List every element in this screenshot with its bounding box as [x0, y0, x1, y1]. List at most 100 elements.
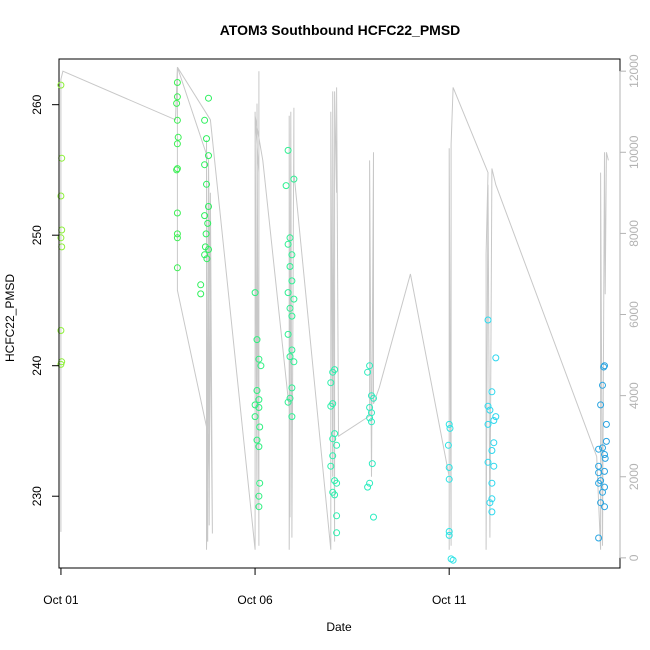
- data-point: [286, 234, 294, 242]
- data-point: [601, 467, 608, 475]
- data-point: [255, 503, 263, 511]
- data-point: [490, 417, 498, 424]
- data-point: [205, 246, 212, 253]
- data-point: [490, 462, 498, 470]
- data-point: [447, 555, 455, 563]
- data-point: [173, 264, 181, 272]
- data-point: [251, 413, 259, 421]
- data-point: [58, 226, 66, 234]
- data-point: [484, 420, 492, 428]
- data-point: [201, 212, 209, 220]
- data-point: [445, 528, 453, 535]
- data-point: [288, 346, 296, 354]
- data-point: [366, 362, 374, 370]
- data-point: [601, 503, 608, 511]
- data-point: [327, 402, 335, 410]
- data-point: [327, 462, 335, 470]
- data-point: [370, 394, 377, 402]
- y2-tick-label: 4000: [627, 382, 641, 409]
- data-point: [288, 384, 296, 392]
- data-point: [255, 492, 263, 500]
- data-point: [253, 336, 261, 344]
- chart-title: ATOM3 Southbound HCFC22_PMSD: [220, 22, 461, 38]
- data-point: [602, 420, 610, 428]
- data-point: [284, 289, 292, 297]
- data-point: [284, 330, 292, 338]
- data-point: [288, 413, 296, 421]
- data-point: [370, 513, 377, 521]
- data-point: [286, 263, 294, 270]
- data-point: [173, 116, 181, 124]
- data-point: [331, 366, 339, 374]
- data-point: [595, 445, 603, 453]
- y2-tick-label: 2000: [627, 463, 641, 490]
- data-point: [197, 290, 205, 298]
- data-point: [201, 116, 209, 124]
- data-point: [488, 388, 496, 396]
- y2-tick-label: 12000: [627, 54, 641, 88]
- data-point: [288, 277, 296, 285]
- data-point: [601, 451, 608, 458]
- data-point: [492, 354, 500, 362]
- data-point: [57, 192, 65, 200]
- data-point: [58, 243, 66, 251]
- y-tick-label: 250: [30, 225, 44, 245]
- data-point: [256, 479, 264, 487]
- data-point: [486, 499, 494, 507]
- y-tick-label: 260: [30, 94, 44, 114]
- data-point: [203, 180, 210, 188]
- data-point: [256, 423, 264, 431]
- data-point: [333, 512, 341, 520]
- data-point: [204, 219, 212, 227]
- data-point: [327, 379, 335, 387]
- data-point: [488, 479, 496, 487]
- data-point: [449, 556, 457, 564]
- data-point: [446, 424, 454, 432]
- data-point: [368, 418, 375, 426]
- data-point: [488, 447, 496, 454]
- data-point: [486, 406, 494, 414]
- data-point: [595, 534, 603, 542]
- data-point: [284, 398, 292, 406]
- data-point: [255, 443, 263, 451]
- y2-tick-label: 8000: [627, 220, 641, 247]
- data-point: [57, 234, 65, 242]
- data-point: [368, 460, 376, 468]
- altitude-line-group: [60, 66, 609, 550]
- y-axis-left: 230 240 250 260: [30, 94, 60, 506]
- data-point: [257, 362, 265, 370]
- data-point: [488, 508, 496, 516]
- data-point: [205, 203, 212, 210]
- data-point: [484, 402, 492, 410]
- points-group: [57, 79, 610, 564]
- data-point: [174, 133, 182, 141]
- data-point: [205, 152, 212, 160]
- data-point: [599, 488, 606, 496]
- data-point: [445, 420, 453, 428]
- data-point: [173, 165, 181, 173]
- data-point: [253, 387, 261, 394]
- y-axis-right: 0 2000 4000 6000 8000 10000 12000: [619, 54, 641, 561]
- data-point: [173, 234, 181, 242]
- data-point: [286, 394, 294, 402]
- data-point: [366, 479, 374, 487]
- data-point: [333, 529, 341, 537]
- data-point: [173, 93, 181, 101]
- y2-tick-label: 10000: [627, 135, 641, 169]
- x-axis: Oct 01 Oct 06 Oct 11: [43, 567, 467, 607]
- data-point: [197, 281, 205, 289]
- data-point: [364, 368, 372, 376]
- data-point: [600, 363, 608, 371]
- data-point: [173, 140, 181, 148]
- x-tick-label: Oct 11: [432, 593, 467, 607]
- data-point: [329, 435, 337, 443]
- data-point: [492, 413, 500, 421]
- data-point: [331, 491, 339, 499]
- data-point: [601, 454, 609, 462]
- data-point: [445, 475, 453, 483]
- data-point: [173, 209, 181, 217]
- data-point: [253, 436, 261, 444]
- y-axis-label: HCFC22_PMSD: [3, 274, 17, 362]
- data-point: [599, 444, 606, 452]
